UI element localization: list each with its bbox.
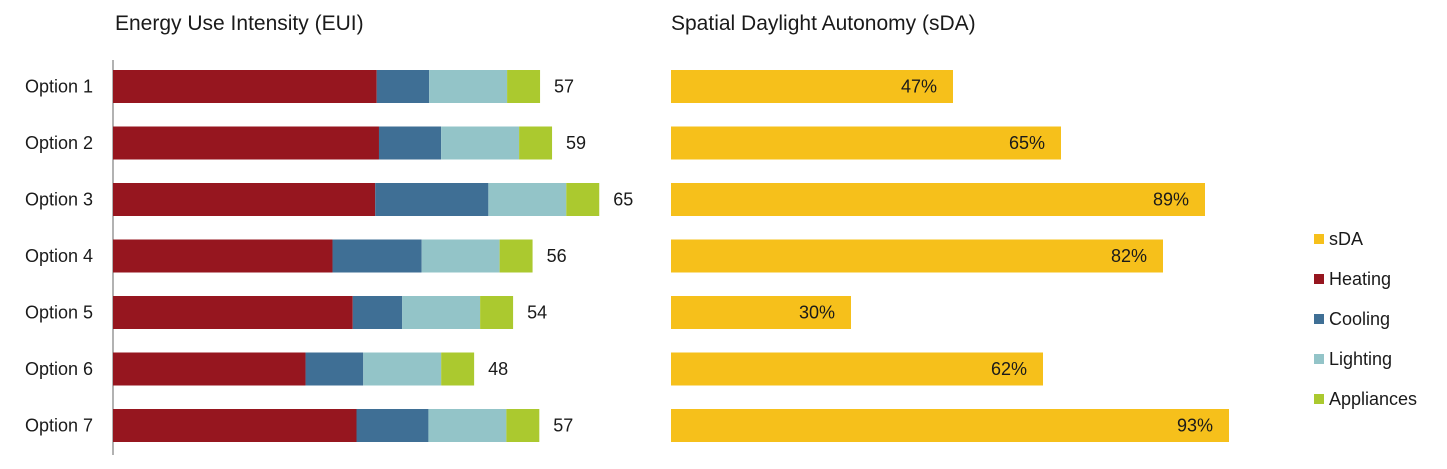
sda-bar bbox=[671, 183, 1205, 216]
eui-bar-segment-appliances bbox=[499, 239, 533, 273]
sda-value-label: 82% bbox=[1111, 246, 1147, 266]
legend-label-appliances: Appliances bbox=[1329, 389, 1417, 409]
sda-value-label: 47% bbox=[901, 77, 937, 97]
legend-swatch-sda bbox=[1314, 234, 1324, 244]
legend-label-lighting: Lighting bbox=[1329, 349, 1392, 369]
legend-swatch-cooling bbox=[1314, 314, 1324, 324]
sda-value-labels: 47% 65% 89% 82% 30% 62% 93% bbox=[799, 77, 1213, 436]
eui-total-label: 57 bbox=[553, 416, 573, 436]
eui-bar-segment-appliances bbox=[480, 296, 514, 329]
sda-value-label: 93% bbox=[1177, 416, 1213, 436]
eui-bar-segment-lighting bbox=[363, 352, 442, 386]
category-label: Option 4 bbox=[25, 246, 93, 266]
sda-bar bbox=[671, 239, 1163, 273]
sda-value-label: 30% bbox=[799, 303, 835, 323]
legend-label-sda: sDA bbox=[1329, 229, 1363, 249]
eui-total-label: 57 bbox=[554, 77, 574, 97]
sda-chart-title: Spatial Daylight Autonomy (sDA) bbox=[671, 12, 976, 35]
sda-bar bbox=[671, 296, 851, 329]
category-label: Option 6 bbox=[25, 359, 93, 379]
eui-bar-segment-lighting bbox=[429, 70, 508, 103]
eui-bar-segment-heating bbox=[113, 239, 333, 273]
eui-total-labels: 57 59 65 56 54 48 57 bbox=[488, 77, 633, 436]
sda-value-label: 89% bbox=[1153, 190, 1189, 210]
category-label: Option 1 bbox=[25, 77, 93, 97]
eui-bar-segment-cooling bbox=[376, 70, 430, 103]
sda-value-label: 65% bbox=[1009, 133, 1045, 153]
sda-value-label: 62% bbox=[991, 359, 1027, 379]
eui-total-label: 56 bbox=[547, 246, 567, 266]
eui-bar-segment-cooling bbox=[375, 183, 489, 216]
legend-swatch-appliances bbox=[1314, 394, 1324, 404]
eui-bar-segment-cooling bbox=[378, 126, 442, 160]
eui-bar-segment-lighting bbox=[488, 183, 567, 216]
category-label: Option 7 bbox=[25, 416, 93, 436]
eui-bar-segment-cooling bbox=[332, 239, 422, 273]
eui-total-label: 65 bbox=[613, 190, 633, 210]
eui-total-label: 48 bbox=[488, 359, 508, 379]
eui-bar-segment-cooling bbox=[356, 409, 429, 442]
eui-bar-segment-appliances bbox=[519, 126, 553, 160]
eui-bar-segment-heating bbox=[113, 126, 379, 160]
eui-bar-segment-lighting bbox=[428, 409, 507, 442]
sda-bar bbox=[671, 352, 1043, 386]
eui-chart-title: Energy Use Intensity (EUI) bbox=[115, 12, 364, 35]
legend: sDA Heating Cooling Lighting Appliances bbox=[1314, 229, 1417, 409]
sda-bar bbox=[671, 70, 953, 103]
eui-total-label: 54 bbox=[527, 303, 547, 323]
eui-bar-segment-appliances bbox=[507, 70, 541, 103]
category-label: Option 3 bbox=[25, 190, 93, 210]
eui-bar-segment-appliances bbox=[441, 352, 475, 386]
legend-label-heating: Heating bbox=[1329, 269, 1391, 289]
eui-bar-segment-cooling bbox=[352, 296, 403, 329]
category-labels: Option 1 Option 2 Option 3 Option 4 Option 5… bbox=[25, 77, 93, 436]
eui-bar-segment-appliances bbox=[506, 409, 540, 442]
eui-bar-segment-heating bbox=[113, 183, 376, 216]
eui-bar-segment-appliances bbox=[566, 183, 600, 216]
eui-bar-segment-heating bbox=[113, 296, 353, 329]
category-label: Option 5 bbox=[25, 303, 93, 323]
eui-bar-segment-heating bbox=[113, 409, 357, 442]
eui-bar-segment-heating bbox=[113, 70, 377, 103]
category-label: Option 2 bbox=[25, 133, 93, 153]
sda-bars bbox=[671, 70, 1229, 442]
sda-bar bbox=[671, 409, 1229, 442]
eui-total-label: 59 bbox=[566, 133, 586, 153]
eui-bars bbox=[113, 70, 600, 442]
legend-swatch-heating bbox=[1314, 274, 1324, 284]
legend-swatch-lighting bbox=[1314, 354, 1324, 364]
eui-bar-segment-lighting bbox=[441, 126, 520, 160]
legend-label-cooling: Cooling bbox=[1329, 309, 1390, 329]
eui-bar-segment-heating bbox=[113, 352, 306, 386]
eui-bar-segment-cooling bbox=[305, 352, 364, 386]
sda-bar bbox=[671, 126, 1061, 160]
eui-bar-segment-lighting bbox=[421, 239, 500, 273]
eui-bar-segment-lighting bbox=[402, 296, 481, 329]
